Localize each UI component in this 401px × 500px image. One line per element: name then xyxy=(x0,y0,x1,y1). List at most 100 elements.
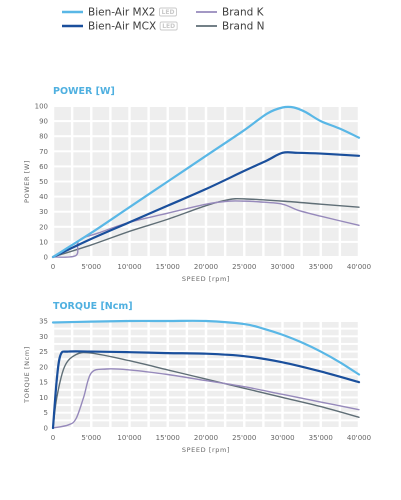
torque-grid-cell xyxy=(283,383,301,389)
power-grid-cell xyxy=(111,107,129,121)
torque-grid-cell xyxy=(302,413,320,420)
torque-grid-cell xyxy=(302,375,320,382)
torque-grid-cell xyxy=(207,375,224,382)
torque-grid-cell xyxy=(207,337,224,343)
power-grid-cell xyxy=(264,182,282,196)
torque-grid-cell xyxy=(54,329,71,336)
torque-grid-cell xyxy=(168,360,186,366)
power-grid-cell xyxy=(188,242,205,256)
power-grid-cell xyxy=(226,137,244,151)
led-badge-box xyxy=(159,7,177,17)
torque-grid-cell xyxy=(226,344,244,351)
torque-grid-cell xyxy=(302,390,320,397)
torque-y-axis-label: TORQUE [Ncm] xyxy=(23,346,31,404)
power-grid-cell xyxy=(188,152,205,166)
torque-grid-cell xyxy=(149,329,167,336)
torque-grid-cell xyxy=(168,337,186,343)
power-grid-cell xyxy=(245,212,263,226)
torque-y-tick: 30 xyxy=(39,333,48,341)
torque-grid-cell xyxy=(111,352,129,359)
power-grid-cell xyxy=(341,167,358,181)
torque-grid-cell xyxy=(245,375,263,382)
torque-x-tick: 10'000 xyxy=(117,434,141,442)
power-grid-cell xyxy=(92,122,110,136)
torque-grid-cell xyxy=(341,413,358,420)
power-y-tick: 20 xyxy=(39,223,48,231)
torque-grid-cell xyxy=(130,398,148,405)
power-grid-cell xyxy=(321,137,339,151)
torque-grid-cell xyxy=(302,398,320,405)
power-grid-cell xyxy=(168,182,186,196)
torque-grid-cell xyxy=(226,406,244,412)
torque-grid-cell xyxy=(341,390,358,397)
power-grid-cell xyxy=(321,182,339,196)
torque-grid-cell xyxy=(130,344,148,351)
power-grid-cell xyxy=(207,152,224,166)
torque-grid-cell xyxy=(111,398,129,405)
torque-grid-cell xyxy=(245,390,263,397)
torque-grid-cell xyxy=(245,344,263,351)
power-grid-cell xyxy=(226,227,244,241)
power-grid-cell xyxy=(54,137,71,151)
torque-grid-cell xyxy=(226,413,244,420)
power-grid-cell xyxy=(226,182,244,196)
power-grid-cell xyxy=(283,137,301,151)
torque-grid-cell xyxy=(341,383,358,389)
torque-grid-cell xyxy=(188,322,205,328)
torque-grid-cell xyxy=(73,344,91,351)
power-grid-cell xyxy=(130,137,148,151)
power-grid-cell xyxy=(283,107,301,121)
power-grid-cell xyxy=(149,242,167,256)
torque-grid-cell xyxy=(302,383,320,389)
power-grid-cell xyxy=(168,107,186,121)
torque-grid-cell xyxy=(188,406,205,412)
power-grid-cell xyxy=(245,152,263,166)
torque-grid-cell xyxy=(321,329,339,336)
power-grid-cell xyxy=(188,137,205,151)
torque-grid-cell xyxy=(111,329,129,336)
torque-grid-cell xyxy=(302,421,320,427)
torque-grid-cell xyxy=(92,337,110,343)
power-grid-cell xyxy=(245,107,263,121)
torque-grid-cell xyxy=(149,406,167,412)
torque-grid-cell xyxy=(188,383,205,389)
torque-grid-cell xyxy=(341,398,358,405)
torque-grid-cell xyxy=(321,344,339,351)
torque-grid-cell xyxy=(54,406,71,412)
power-x-tick: 40'000 xyxy=(347,263,371,271)
power-grid-cell xyxy=(168,137,186,151)
torque-grid-cell xyxy=(54,344,71,351)
torque-grid-cell xyxy=(283,360,301,366)
torque-grid-cell xyxy=(341,329,358,336)
torque-grid-cell xyxy=(226,375,244,382)
torque-grid-cell xyxy=(73,367,91,374)
power-grid-cell xyxy=(226,122,244,136)
torque-grid-cell xyxy=(283,413,301,420)
torque-grid-cell xyxy=(264,375,282,382)
torque-grid-cell xyxy=(168,329,186,336)
power-grid-cell xyxy=(283,197,301,211)
torque-grid-cell xyxy=(245,329,263,336)
torque-grid-cell xyxy=(73,375,91,382)
torque-grid-cell xyxy=(130,352,148,359)
torque-grid-cell xyxy=(264,337,282,343)
power-grid-cell xyxy=(149,122,167,136)
torque-grid-cell xyxy=(302,352,320,359)
power-grid-cell xyxy=(226,152,244,166)
power-grid-cell xyxy=(207,227,224,241)
power-y-tick: 80 xyxy=(39,133,48,141)
torque-grid-cell xyxy=(341,344,358,351)
led-badge-box xyxy=(159,21,178,31)
torque-grid-cell xyxy=(188,413,205,420)
power-grid-cell xyxy=(207,122,224,136)
power-grid-cell xyxy=(92,242,110,256)
torque-grid-cell xyxy=(245,398,263,405)
torque-grid-cell xyxy=(92,390,110,397)
power-grid-cell xyxy=(73,122,91,136)
legend-label-bien-air-mcx: Bien-Air MCX xyxy=(88,21,156,33)
torque-grid-cell xyxy=(264,352,282,359)
torque-grid-cell xyxy=(92,398,110,405)
legend-label-brand-k: Brand K xyxy=(222,7,265,19)
torque-grid-cell xyxy=(111,375,129,382)
power-y-tick: 50 xyxy=(39,178,48,186)
